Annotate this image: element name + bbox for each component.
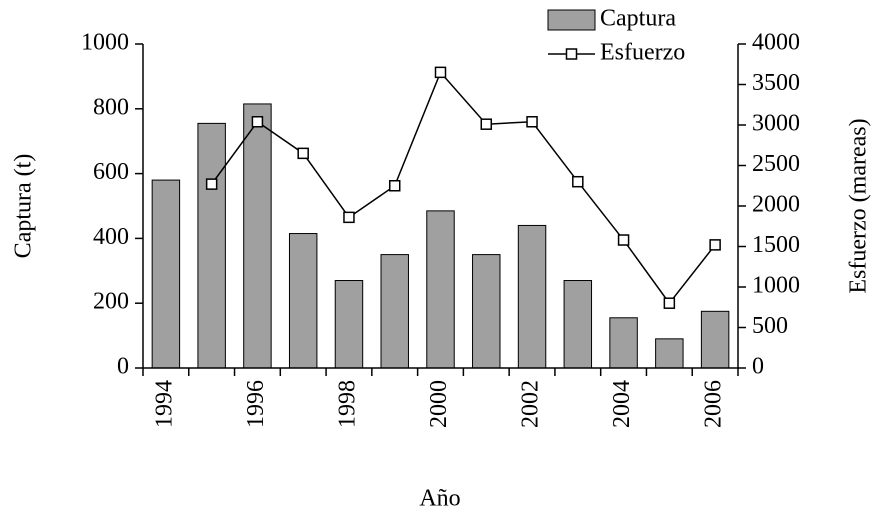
bar [517,224,547,369]
point [572,175,584,188]
y2-axis-label: Esfuerzo (mareas) [846,118,872,293]
y-tick-label: 200 [93,289,129,315]
x-tick-label: 2004 [609,380,635,428]
x-tick-label: 1996 [243,380,269,428]
point [297,147,309,160]
bar [700,310,730,369]
x-tick-label: 1998 [334,380,360,428]
y-tick-label: 600 [93,159,129,185]
y2-tick-label: 2000 [752,192,800,218]
point [709,239,721,251]
bar [380,254,409,369]
line [211,70,716,305]
x-axis-label: Año [419,486,460,512]
point [663,297,676,309]
legend-label: Esfuerzo [600,40,685,66]
bar [334,280,364,369]
legend-swatch [565,48,578,60]
y2-tick-label: 1500 [752,232,800,258]
y2-tick-label: 0 [752,354,764,380]
y2-tick-label: 500 [752,313,788,339]
bar [609,317,638,369]
y2-tick-label: 2500 [752,151,800,177]
x-tick-label: 2002 [518,380,544,428]
y2-tick-label: 4000 [752,30,800,56]
point [434,66,447,79]
y-tick-label: 1000 [81,30,129,56]
y-tick-label: 800 [93,94,129,120]
legend-swatch [547,9,596,31]
bar [655,338,684,369]
point [526,116,538,128]
y2-tick-label: 3000 [752,111,800,137]
y-tick-label: 400 [93,224,129,250]
bar [243,103,272,369]
x-tick-label: 2006 [701,380,727,428]
point [617,234,630,246]
point [480,118,493,130]
point [205,178,218,190]
y2-tick-label: 1000 [752,273,800,299]
y2-tick-label: 3500 [752,70,800,96]
point [388,180,401,192]
x-tick-label: 2000 [426,380,452,428]
y-tick-label: 0 [117,354,129,380]
bar [426,210,455,369]
point [343,211,355,224]
y-axis-label: Captura (t) [11,154,37,259]
bar [197,122,226,369]
bar [288,233,318,369]
bar [472,254,501,369]
point [251,116,264,128]
bar [563,280,593,369]
bar [151,179,181,369]
legend-label: Captura [600,6,676,32]
x-tick-label: 1994 [151,380,177,428]
